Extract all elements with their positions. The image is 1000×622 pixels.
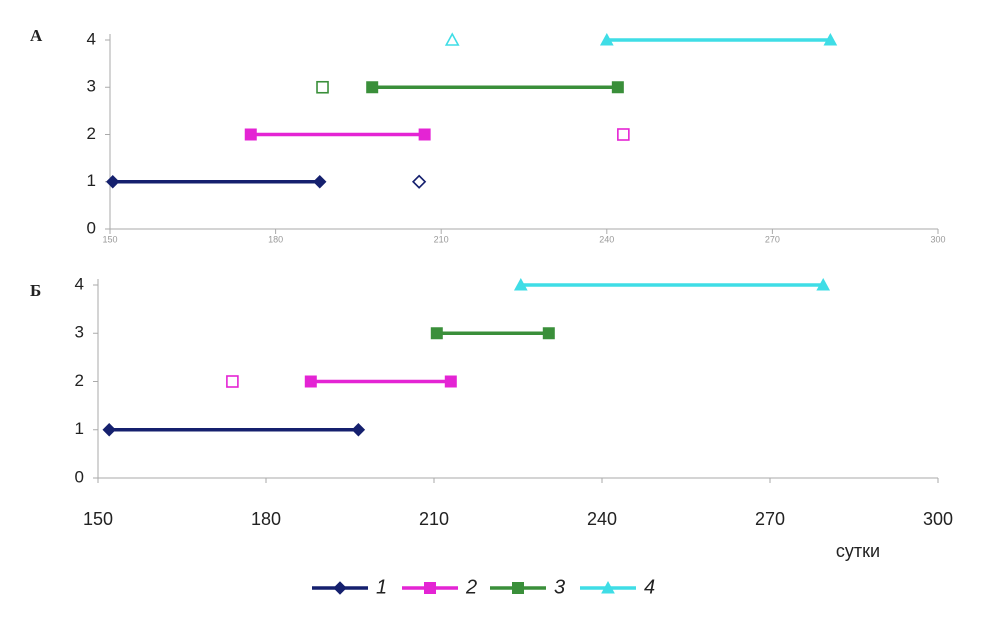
legend-label: 3 [554,576,565,598]
legend-marker [601,580,615,594]
legend-marker [512,582,524,594]
data-point [513,277,528,291]
x-tick-label: 180 [268,234,283,244]
x-tick-label: 240 [587,509,617,529]
x-tick-label: 150 [83,509,113,529]
data-point [823,32,838,46]
data-point [599,32,614,46]
y-tick-label: 0 [75,467,84,486]
y-tick-label: 3 [87,77,96,96]
legend-marker [333,581,347,595]
data-point [418,128,431,141]
x-axis-label: сутки [836,541,880,561]
data-point [102,423,116,437]
data-point [106,175,120,189]
data-point [816,277,831,291]
legend-label: 1 [376,576,387,598]
y-tick-label: 2 [75,371,84,390]
data-point [430,327,443,340]
legend-label: 4 [644,576,655,598]
x-tick-label: 270 [765,234,780,244]
x-tick-label: 240 [599,234,614,244]
y-tick-label: 1 [75,419,84,438]
open-point [226,375,239,388]
x-tick-label: 210 [434,234,449,244]
open-point [316,80,329,94]
y-tick-label: 3 [75,323,84,342]
x-tick-label: 270 [755,509,785,529]
data-point [366,81,379,94]
legend-marker [424,582,436,594]
x-tick-label: 150 [102,234,117,244]
y-tick-label: 4 [87,29,96,48]
x-tick-label: 210 [419,509,449,529]
data-point [304,375,317,388]
legend-label: 2 [465,576,477,598]
open-point [444,32,460,46]
data-point [444,375,457,388]
x-tick-label: 300 [930,234,945,244]
data-point [611,81,624,94]
data-point [542,327,555,340]
x-tick-label: 180 [251,509,281,529]
y-tick-label: 0 [87,218,96,237]
panel-title: А [30,26,43,45]
y-tick-label: 4 [75,274,84,293]
open-point [411,174,427,189]
panel-title: Б [30,281,41,300]
data-point [313,175,327,189]
y-tick-label: 2 [87,124,96,143]
open-point [617,128,630,141]
y-tick-label: 1 [87,171,96,190]
data-point [351,423,366,437]
data-point [244,128,257,141]
x-tick-label: 300 [923,509,953,529]
